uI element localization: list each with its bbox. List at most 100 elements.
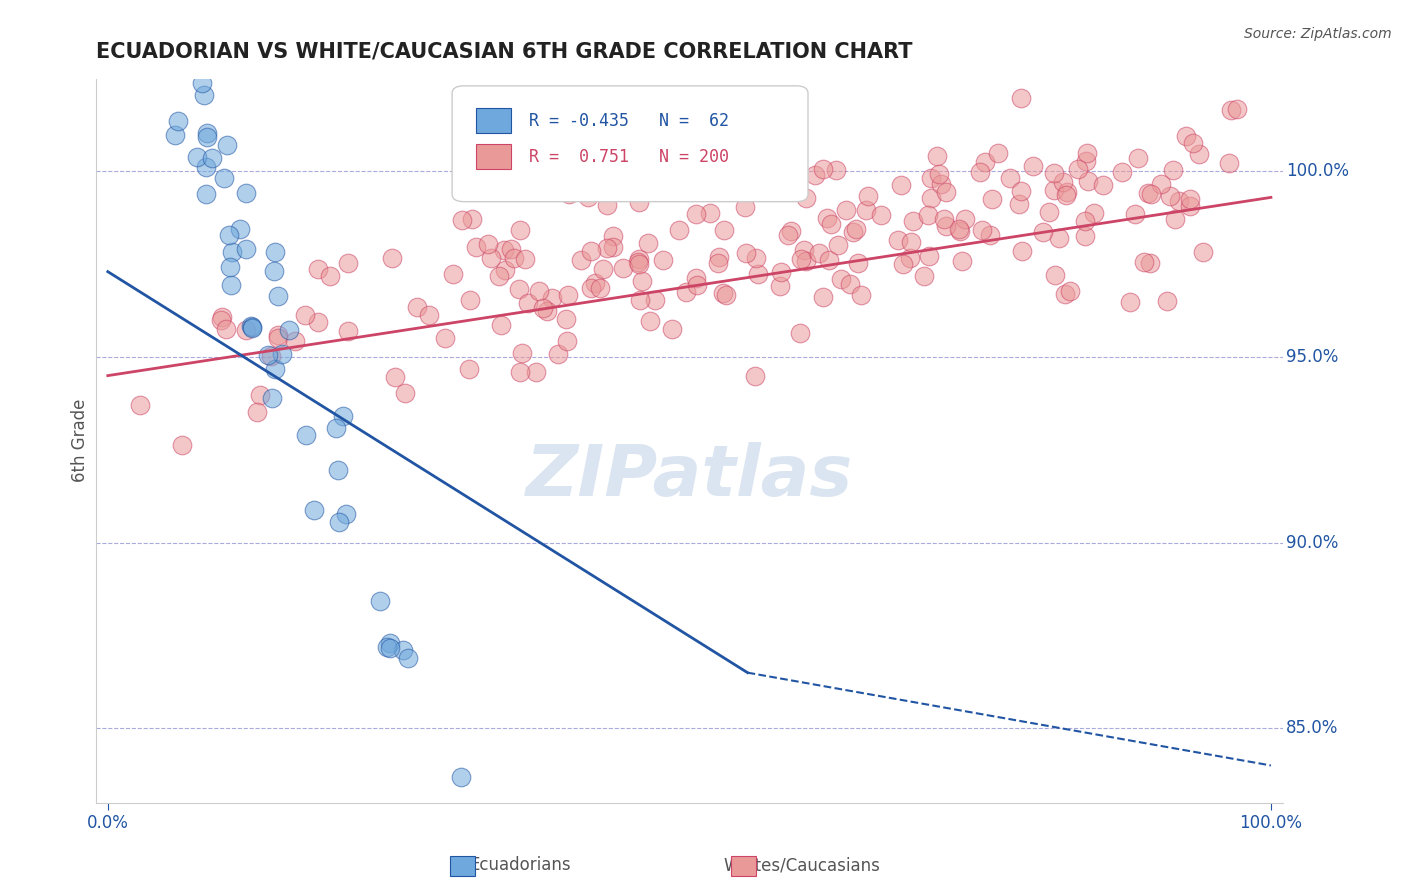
Point (927, 149, 949, 163)
Point (508, 282, 530, 296)
Point (195, 187, 218, 202)
Point (368, 594, 391, 608)
Point (675, 285, 697, 300)
Point (1192, 245, 1215, 260)
Point (1021, 159, 1043, 173)
Text: 100.0%: 100.0% (1286, 162, 1350, 180)
Point (284, 334, 307, 349)
FancyBboxPatch shape (453, 86, 808, 202)
Point (789, 326, 811, 341)
Point (517, 296, 540, 310)
Point (186, 150, 208, 164)
Point (900, 235, 922, 249)
Point (513, 252, 536, 267)
Point (744, 368, 766, 383)
Point (391, 642, 413, 657)
Point (1178, 192, 1201, 206)
Point (418, 309, 440, 323)
Point (856, 189, 879, 203)
Point (1077, 174, 1099, 188)
Point (211, 310, 233, 325)
Point (1188, 147, 1211, 161)
Point (596, 241, 619, 255)
Point (716, 287, 738, 301)
Point (589, 281, 612, 295)
Point (790, 252, 813, 266)
Point (1010, 184, 1032, 198)
Point (235, 242, 257, 256)
Point (678, 870, 700, 884)
Point (661, 321, 683, 335)
Point (201, 151, 224, 165)
Text: 95.0%: 95.0% (1286, 348, 1339, 366)
Point (707, 250, 730, 264)
Point (807, 245, 830, 260)
Point (855, 202, 877, 217)
Point (898, 251, 921, 265)
Point (145, 29, 167, 44)
Point (917, 249, 939, 263)
Point (319, 269, 342, 284)
Point (815, 211, 838, 226)
Point (441, 267, 464, 281)
Point (974, 155, 997, 169)
Bar (475, 144, 512, 169)
Point (146, 13, 169, 28)
Point (531, 301, 554, 316)
Point (1043, 166, 1066, 180)
Point (267, 328, 290, 343)
Point (450, 771, 472, 785)
Point (326, 463, 349, 477)
Point (890, 178, 912, 193)
Point (578, 190, 600, 204)
Point (579, 281, 602, 295)
Point (375, 640, 398, 654)
Point (581, 244, 603, 258)
Point (1219, 103, 1241, 117)
Text: R =  0.751   N = 200: R = 0.751 N = 200 (529, 148, 730, 166)
Point (685, 277, 707, 292)
Point (509, 223, 531, 237)
Point (264, 362, 287, 376)
Point (527, 284, 550, 298)
Point (886, 234, 908, 248)
Point (263, 264, 285, 278)
Point (981, 192, 1004, 206)
Point (1067, 161, 1090, 176)
Point (1218, 156, 1240, 170)
Point (1032, 225, 1054, 239)
Point (1008, 196, 1031, 211)
Point (1133, 255, 1156, 269)
Point (869, 208, 891, 222)
Point (380, 635, 402, 649)
Point (830, 272, 852, 286)
Point (218, 227, 240, 242)
Point (541, 291, 564, 305)
Point (713, 223, 735, 237)
Point (262, 391, 284, 405)
Point (841, 226, 863, 240)
Point (948, 222, 970, 236)
Point (378, 641, 401, 656)
Text: ZIPatlas: ZIPatlas (526, 442, 853, 511)
Point (555, 334, 578, 348)
Point (1052, 175, 1074, 189)
Point (849, 288, 872, 302)
Point (979, 227, 1001, 242)
Point (434, 331, 457, 345)
Point (1182, 136, 1205, 150)
Point (627, 254, 650, 268)
Point (460, 293, 482, 307)
Point (257, 348, 280, 362)
Point (1159, 189, 1181, 203)
Point (846, 255, 869, 269)
Point (173, 0, 195, 6)
Point (699, 206, 721, 220)
Point (953, 211, 976, 226)
Point (307, 261, 329, 276)
Point (969, 165, 991, 179)
Point (294, 309, 316, 323)
Point (150, 0, 173, 13)
Point (1011, 244, 1033, 259)
Point (1168, 194, 1191, 208)
